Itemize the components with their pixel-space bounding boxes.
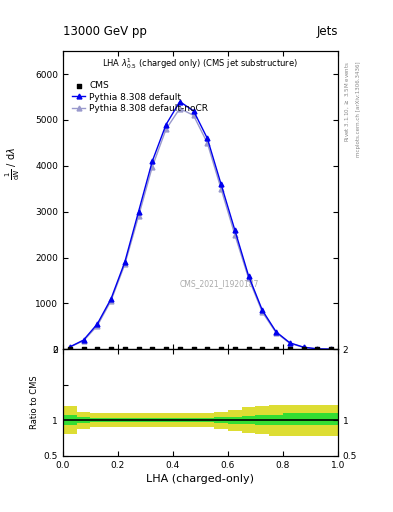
Pythia 8.308 default-noCR [136, 213, 141, 219]
CMS [328, 345, 334, 353]
Pythia 8.308 default-noCR [68, 344, 72, 350]
Line: Pythia 8.308 default: Pythia 8.308 default [67, 99, 334, 352]
Pythia 8.308 default-noCR [219, 186, 223, 192]
Pythia 8.308 default-noCR [246, 275, 251, 281]
CMS [287, 345, 293, 353]
CMS [81, 345, 87, 353]
CMS [177, 345, 183, 353]
X-axis label: LHA (charged-only): LHA (charged-only) [147, 474, 254, 484]
Pythia 8.308 default [329, 346, 334, 352]
Pythia 8.308 default [81, 337, 86, 343]
Line: Pythia 8.308 default-noCR: Pythia 8.308 default-noCR [67, 106, 334, 352]
Pythia 8.308 default [108, 296, 114, 302]
Y-axis label: Ratio to CMS: Ratio to CMS [31, 376, 39, 429]
Text: $\frac{1}{\mathrm{d}N}$ / $\mathrm{d}\lambda$: $\frac{1}{\mathrm{d}N}$ / $\mathrm{d}\la… [4, 147, 22, 180]
CMS [259, 345, 266, 353]
CMS [122, 345, 128, 353]
Pythia 8.308 default [288, 340, 292, 346]
Pythia 8.308 default [301, 344, 306, 350]
Pythia 8.308 default-noCR [191, 112, 196, 118]
Legend: CMS, Pythia 8.308 default, Pythia 8.308 default-noCR: CMS, Pythia 8.308 default, Pythia 8.308 … [70, 79, 210, 115]
Pythia 8.308 default-noCR [233, 231, 237, 238]
Text: CMS_2021_I1920187: CMS_2021_I1920187 [180, 279, 259, 288]
CMS [136, 345, 142, 353]
Pythia 8.308 default-noCR [315, 346, 320, 352]
Pythia 8.308 default [95, 321, 100, 327]
Pythia 8.308 default-noCR [205, 140, 210, 146]
Pythia 8.308 default-noCR [288, 340, 292, 346]
Pythia 8.308 default-noCR [178, 105, 182, 112]
Text: Rivet 3.1.10, $\geq$ 3.5M events: Rivet 3.1.10, $\geq$ 3.5M events [344, 61, 351, 142]
CMS [245, 345, 252, 353]
CMS [273, 345, 279, 353]
Pythia 8.308 default [246, 273, 251, 279]
CMS [232, 345, 238, 353]
Pythia 8.308 default-noCR [108, 297, 114, 304]
Pythia 8.308 default [274, 329, 279, 335]
CMS [163, 345, 169, 353]
Pythia 8.308 default-noCR [260, 309, 265, 315]
CMS [204, 345, 211, 353]
Pythia 8.308 default [315, 346, 320, 352]
CMS [314, 345, 321, 353]
CMS [218, 345, 224, 353]
Pythia 8.308 default [233, 227, 237, 233]
Pythia 8.308 default [123, 259, 127, 265]
CMS [301, 345, 307, 353]
Pythia 8.308 default [150, 158, 155, 164]
Text: mcplots.cern.ch [arXiv:1306.3436]: mcplots.cern.ch [arXiv:1306.3436] [356, 61, 361, 157]
CMS [94, 345, 101, 353]
Y-axis label: $\frac{1}{\mathrm{d}N}\,/\,\mathrm{d}\lambda$: $\frac{1}{\mathrm{d}N}\,/\,\mathrm{d}\la… [0, 511, 1, 512]
Pythia 8.308 default-noCR [95, 323, 100, 329]
Pythia 8.308 default [191, 108, 196, 114]
Pythia 8.308 default-noCR [81, 338, 86, 344]
CMS [108, 345, 114, 353]
CMS [191, 345, 197, 353]
Pythia 8.308 default-noCR [329, 346, 334, 352]
Pythia 8.308 default [68, 344, 72, 350]
Pythia 8.308 default [136, 208, 141, 215]
Pythia 8.308 default-noCR [164, 126, 169, 132]
Pythia 8.308 default [178, 99, 182, 105]
Pythia 8.308 default-noCR [123, 261, 127, 267]
Pythia 8.308 default-noCR [274, 330, 279, 336]
Pythia 8.308 default [260, 307, 265, 313]
Pythia 8.308 default-noCR [150, 164, 155, 170]
Text: LHA $\lambda^{1}_{0.5}$ (charged only) (CMS jet substructure): LHA $\lambda^{1}_{0.5}$ (charged only) (… [103, 56, 298, 71]
Text: Jets: Jets [316, 26, 338, 38]
Pythia 8.308 default [205, 135, 210, 141]
Pythia 8.308 default-noCR [301, 345, 306, 351]
CMS [149, 345, 156, 353]
CMS [67, 345, 73, 353]
Pythia 8.308 default [219, 181, 223, 187]
Text: 13000 GeV pp: 13000 GeV pp [63, 26, 147, 38]
Pythia 8.308 default [164, 121, 169, 127]
